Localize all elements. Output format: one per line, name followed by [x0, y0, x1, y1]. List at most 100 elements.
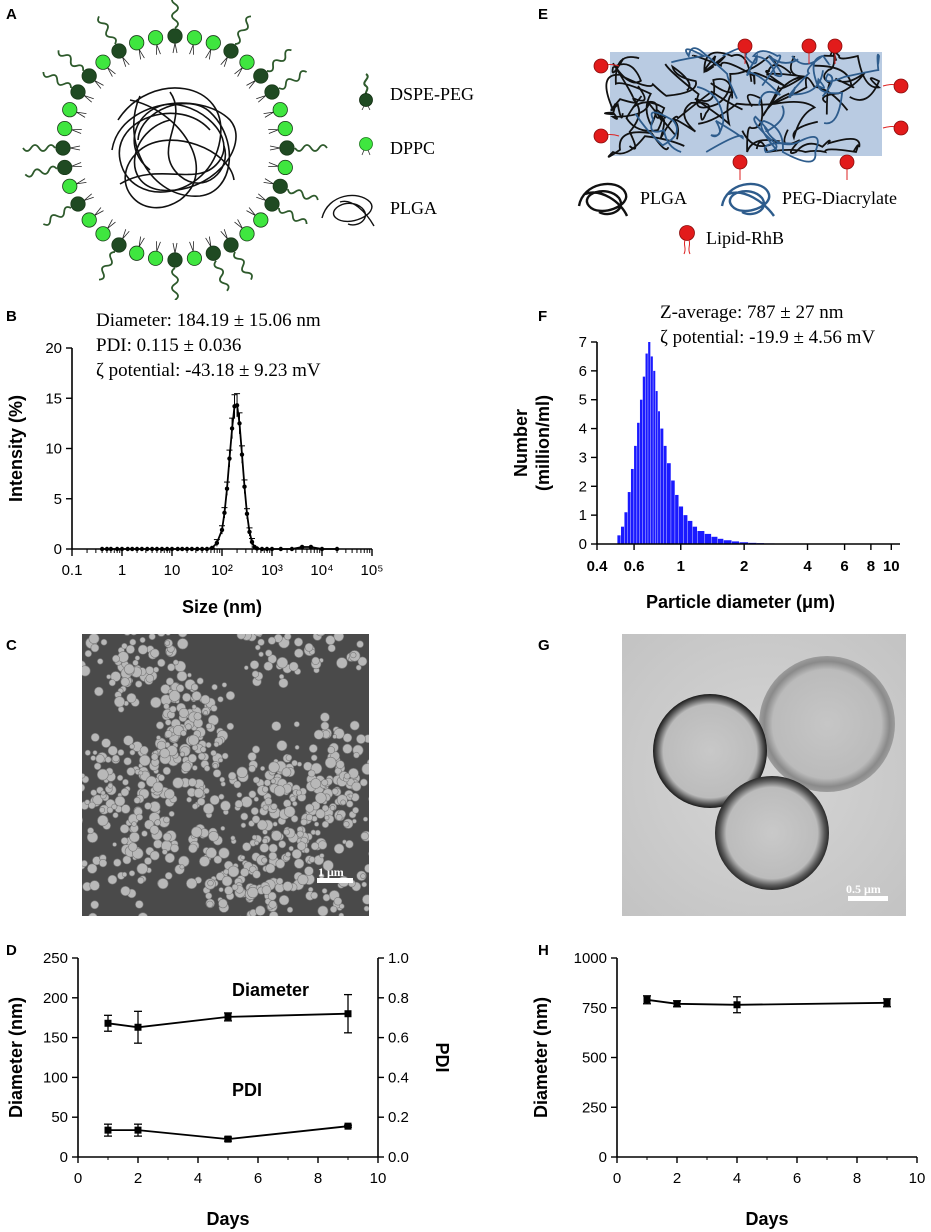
sem-particle: [177, 638, 189, 650]
sem-particle: [84, 799, 91, 805]
sem-particle: [348, 793, 354, 799]
sem-particle: [257, 819, 268, 831]
sem-particle: [206, 900, 214, 908]
scalebar-label-c: 1 μm: [318, 865, 344, 879]
rhb-lipid: [801, 38, 817, 54]
y-axis-title: Diameter (nm): [531, 997, 551, 1118]
sem-particle: [150, 648, 160, 658]
sem-particle: [244, 665, 249, 671]
x-tick-label: 0: [613, 1170, 621, 1187]
stat-zeta-b: ζ potential: -43.18 ± 9.23 mV: [96, 360, 321, 381]
chart-d-stability: 0 50 100 150 200 250 0 2 4 6 8 10 Days Diameter (nm) 0…: [6, 950, 452, 1229]
sem-particle: [269, 911, 279, 916]
histogram-bar: [678, 506, 684, 544]
sem-particle: [170, 843, 180, 853]
data-point: [344, 1122, 352, 1130]
data-point: [254, 546, 260, 551]
sem-particle: [297, 874, 309, 886]
sem-particle: [248, 765, 256, 773]
data-point: [219, 527, 225, 533]
sem-particle: [188, 843, 198, 854]
sem-particle: [150, 753, 159, 761]
lipid-tail: [71, 129, 82, 134]
data-point: [229, 426, 235, 431]
peg-diacrylate-strand: [751, 50, 799, 87]
panel-letter-e: E: [538, 6, 549, 23]
x-tick-label: 10⁴: [310, 562, 333, 579]
sem-particle: [203, 765, 211, 772]
sem-particle: [134, 655, 141, 661]
y-tick-label: 1: [579, 507, 587, 524]
dppc-bead: [186, 250, 203, 266]
peg-chain: [278, 207, 308, 225]
legend-lipid-rhb: Lipid-RhB: [706, 228, 785, 248]
y-axis-title: Intensity (%): [6, 395, 26, 502]
sem-particle: [270, 778, 276, 784]
sem-particle: [210, 749, 217, 757]
dspe-peg-bead: [55, 140, 71, 156]
sem-particle: [145, 674, 155, 683]
sem-particle: [200, 746, 207, 753]
data-point: [244, 511, 250, 517]
sem-particle: [125, 644, 135, 654]
sem-particle: [263, 779, 271, 787]
sem-particle: [90, 789, 97, 796]
dspe-peg-icon: [359, 73, 373, 110]
sem-particle: [329, 805, 336, 811]
chart-b-intensity: 0 5 10 15 20 0.1 1 10 10² 10³ 10⁴ 10⁵ Size (nm) Inten…: [6, 340, 383, 617]
data-point: [224, 1013, 232, 1021]
sem-particle: [218, 757, 224, 763]
rhb-lipid: [593, 58, 609, 74]
sem-particle: [88, 801, 96, 810]
dppc-bead: [239, 54, 255, 70]
dspe-peg-bead: [81, 68, 97, 84]
sem-particle: [317, 905, 329, 916]
x-axis-title: Days: [745, 1209, 788, 1229]
lipid-tail: [71, 162, 82, 167]
y-axis-title: Number: [511, 409, 531, 477]
sem-particle: [135, 680, 143, 688]
sem-particle: [318, 840, 328, 850]
y-tick-label: 20: [45, 340, 62, 357]
hydrogel-schematic: [593, 38, 909, 180]
x-tick-label: 0.1: [62, 562, 83, 579]
sem-particle: [87, 827, 95, 835]
sem-particle: [165, 634, 171, 636]
data-point: [334, 546, 340, 552]
dppc-bead: [62, 102, 78, 118]
tem-image: 0.5 μm: [622, 634, 906, 916]
y-tick-label: 150: [43, 1030, 68, 1047]
histogram-bar: [630, 468, 634, 544]
sem-particle: [169, 705, 177, 713]
sem-particle: [330, 905, 338, 913]
sem-particle: [100, 790, 106, 796]
sem-particle: [268, 851, 278, 861]
plga-strand: [610, 98, 640, 150]
data-point: [104, 1126, 112, 1134]
sem-particle: [124, 634, 131, 636]
x-tick-label: 10: [370, 1170, 387, 1187]
dppc-icon: [359, 137, 373, 156]
intensity-line: [102, 404, 338, 550]
sem-particle: [211, 683, 218, 691]
sem-particle: [129, 743, 135, 750]
y2-tick-label: 0.4: [388, 1069, 409, 1086]
dppc-bead: [272, 102, 288, 118]
sem-particle: [150, 696, 162, 709]
sem-particle: [205, 742, 212, 749]
sem-particle: [97, 658, 104, 665]
sem-particle: [252, 870, 261, 879]
y-tick-label: 0: [60, 1149, 68, 1166]
sem-particle: [310, 842, 320, 851]
data-point: [139, 546, 145, 552]
sem-particle: [270, 803, 278, 811]
rhb-lipid: [827, 38, 843, 54]
sem-particle: [308, 744, 318, 753]
sem-particle: [138, 770, 144, 776]
y-tick-label: 250: [43, 950, 68, 967]
sem-particle: [261, 885, 272, 895]
sem-particle: [333, 634, 344, 642]
dppc-bead: [129, 245, 145, 261]
sem-particle: [129, 638, 137, 646]
lipid-tail: [94, 207, 102, 216]
